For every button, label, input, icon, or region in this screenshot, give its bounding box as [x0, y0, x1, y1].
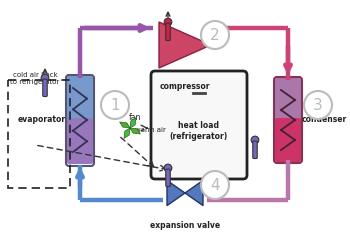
- Text: fan: fan: [129, 113, 141, 122]
- FancyBboxPatch shape: [166, 169, 170, 186]
- FancyBboxPatch shape: [275, 78, 301, 122]
- Text: 1: 1: [110, 97, 120, 113]
- Text: 4: 4: [210, 178, 220, 192]
- FancyBboxPatch shape: [67, 118, 93, 164]
- Circle shape: [201, 21, 229, 49]
- Polygon shape: [130, 118, 136, 128]
- Circle shape: [304, 91, 332, 119]
- Circle shape: [164, 18, 172, 26]
- Polygon shape: [159, 22, 211, 68]
- Text: condenser: condenser: [302, 116, 347, 124]
- FancyBboxPatch shape: [43, 79, 47, 96]
- Text: cold air back
to refrigerator: cold air back to refrigerator: [10, 72, 60, 85]
- Text: 2: 2: [210, 27, 220, 42]
- Circle shape: [251, 136, 259, 144]
- Text: expansion valve: expansion valve: [150, 221, 220, 230]
- FancyBboxPatch shape: [67, 76, 93, 122]
- Circle shape: [201, 171, 229, 199]
- FancyBboxPatch shape: [166, 23, 170, 41]
- Text: evaporator: evaporator: [18, 116, 66, 124]
- Text: warm air: warm air: [134, 127, 166, 133]
- FancyBboxPatch shape: [253, 141, 257, 158]
- Polygon shape: [120, 122, 130, 128]
- Polygon shape: [124, 128, 130, 138]
- Text: compressor: compressor: [160, 82, 210, 91]
- Polygon shape: [167, 180, 185, 206]
- Polygon shape: [185, 180, 203, 206]
- FancyBboxPatch shape: [151, 71, 247, 179]
- Circle shape: [164, 164, 172, 172]
- Text: heat load
(refrigerator): heat load (refrigerator): [170, 121, 228, 141]
- Polygon shape: [130, 128, 140, 134]
- FancyBboxPatch shape: [275, 118, 301, 162]
- Text: 3: 3: [313, 97, 323, 113]
- Circle shape: [41, 74, 49, 82]
- Circle shape: [101, 91, 129, 119]
